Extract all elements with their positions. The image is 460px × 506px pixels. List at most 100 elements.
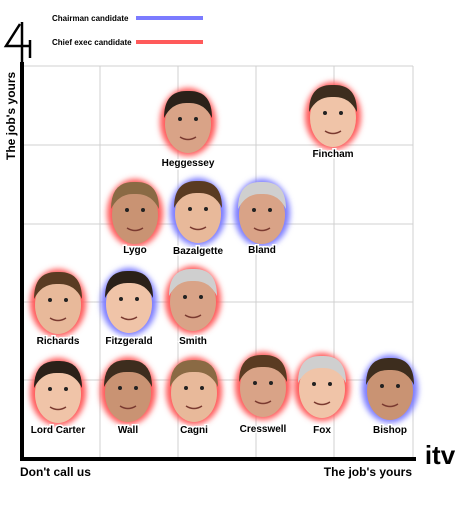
candidate: Richards: [30, 269, 86, 349]
candidate-name: Heggessey: [162, 158, 215, 169]
eye: [194, 117, 198, 121]
face: [170, 273, 216, 331]
candidate: Fox: [294, 353, 350, 438]
candidate-name: Richards: [37, 336, 80, 347]
x-axis-end-label: The job's yours: [324, 465, 413, 479]
x-axis-start-label: Don't call us: [20, 465, 91, 479]
face: [171, 364, 217, 422]
hair: [298, 355, 346, 383]
face: [106, 275, 152, 333]
hair: [169, 268, 217, 296]
eye: [134, 386, 138, 390]
eye: [199, 295, 203, 299]
mouth: [381, 403, 399, 408]
candidate-name: Bland: [248, 245, 276, 256]
eye: [253, 381, 257, 385]
eye: [396, 384, 400, 388]
eye: [188, 207, 192, 211]
eye: [135, 297, 139, 301]
eye: [268, 208, 272, 212]
candidate: Bishop: [362, 355, 418, 438]
hair: [170, 359, 218, 387]
face: [239, 186, 285, 244]
eye: [118, 386, 122, 390]
candidate: Lord Carter: [29, 358, 87, 438]
legend-label: Chairman candidate: [52, 14, 129, 23]
eye: [183, 295, 187, 299]
candidates: Bazalgette Bland Fitzgerald Bishop Heggessey…: [29, 82, 418, 438]
candidate: Heggessey: [160, 88, 216, 171]
mouth: [324, 130, 342, 135]
mouth: [254, 400, 272, 405]
candidate-name: Bazalgette: [173, 246, 223, 257]
eye: [200, 386, 204, 390]
eye: [323, 111, 327, 115]
face: [105, 364, 151, 422]
candidate: Smith: [165, 266, 221, 349]
face: [165, 95, 211, 153]
hair: [164, 90, 212, 118]
mouth: [119, 405, 137, 410]
eye: [269, 381, 273, 385]
mouth: [126, 227, 144, 232]
face: [35, 276, 81, 334]
mouth: [120, 316, 138, 321]
face: [112, 186, 158, 244]
eye: [64, 298, 68, 302]
mouth: [49, 317, 67, 322]
face: [310, 89, 356, 147]
mouth: [184, 314, 202, 319]
legend-label: Chief exec candidate: [52, 38, 132, 47]
mouth: [253, 227, 271, 232]
candidate-name: Lygo: [123, 245, 147, 256]
eye: [48, 298, 52, 302]
candidate: Fincham: [305, 82, 361, 162]
candidate-name: Cresswell: [240, 424, 287, 435]
hair: [34, 360, 82, 388]
mouth: [179, 136, 197, 141]
eye: [125, 208, 129, 212]
eye: [312, 382, 316, 386]
candidate-name: Fitzgerald: [105, 336, 152, 347]
face: [367, 362, 413, 420]
itv-logo: itv: [425, 440, 456, 470]
eye: [380, 384, 384, 388]
candidate: Wall: [100, 357, 156, 438]
candidate-name: Bishop: [373, 425, 407, 436]
eye: [141, 208, 145, 212]
candidate-name: Fincham: [312, 149, 353, 160]
candidate-name: Lord Carter: [31, 425, 86, 436]
eye: [48, 387, 52, 391]
candidate: Cresswell: [235, 352, 291, 437]
candidate: Fitzgerald: [101, 268, 157, 349]
eye: [252, 208, 256, 212]
eye: [184, 386, 188, 390]
eye: [64, 387, 68, 391]
eye: [178, 117, 182, 121]
eye: [328, 382, 332, 386]
mouth: [313, 401, 331, 406]
channel4-logo: [3, 22, 32, 62]
eye: [204, 207, 208, 211]
face: [175, 185, 221, 243]
eye: [339, 111, 343, 115]
legend: Chairman candidate Chief exec candidate: [52, 14, 203, 47]
hair: [309, 84, 357, 112]
hair: [238, 181, 286, 209]
candidate-name: Wall: [118, 425, 138, 436]
candidate-name: Fox: [313, 425, 331, 436]
hair: [366, 357, 414, 385]
mouth: [49, 406, 67, 411]
face: [299, 360, 345, 418]
face: [35, 365, 81, 423]
hair: [105, 270, 153, 298]
candidate: Bland: [234, 179, 290, 258]
candidate: Lygo: [107, 179, 163, 258]
candidate-name: Smith: [179, 336, 207, 347]
candidate: Cagni: [166, 357, 222, 438]
mouth: [185, 405, 203, 410]
hair: [174, 180, 222, 208]
candidate: Bazalgette: [170, 178, 226, 259]
y-axis-label: The job's yours: [4, 71, 18, 160]
